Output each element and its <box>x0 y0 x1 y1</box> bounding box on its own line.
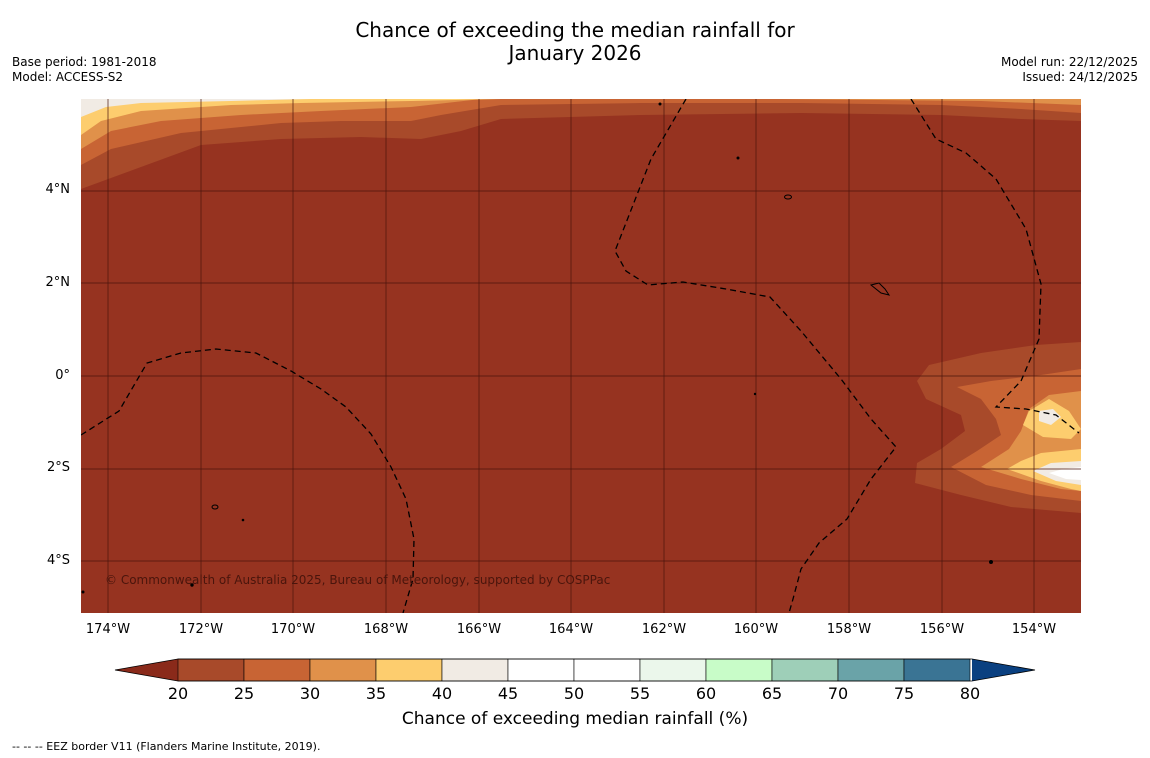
colorbar-tick: 80 <box>959 684 981 703</box>
base-period: Base period: 1981-2018 <box>12 55 157 69</box>
colorbar-outline <box>114 658 1036 682</box>
contour-band-25-30-north <box>81 99 1081 165</box>
lat-tick-4n: 4°N <box>45 182 71 197</box>
colorbar-cell-c55_60 <box>639 658 707 682</box>
island <box>658 102 662 106</box>
colorbar-extend-low <box>115 659 178 681</box>
contour-band-35-40-north <box>81 99 501 135</box>
colorbar-tick: 60 <box>695 684 717 703</box>
lon-tick-170w: 170°W <box>270 622 316 637</box>
colorbar-cell-c60_65 <box>705 658 773 682</box>
island <box>211 504 219 510</box>
colorbar-cell-c25_30 <box>243 658 311 682</box>
lon-tick-160w: 160°W <box>733 622 779 637</box>
colorbar-cell-c75_80 <box>903 658 971 682</box>
lon-tick-162w: 162°W <box>641 622 687 637</box>
colorbar-tick: 55 <box>629 684 651 703</box>
colorbar-tick: 75 <box>893 684 915 703</box>
colorbar-tick: 45 <box>497 684 519 703</box>
chart-title-line1: Chance of exceeding the median rainfall … <box>355 18 795 42</box>
island <box>784 194 792 200</box>
island <box>753 392 757 396</box>
issued-date: Issued: 24/12/2025 <box>1022 70 1138 84</box>
colorbar-tick: 20 <box>167 684 189 703</box>
eez-footnote: -- -- -- EEZ border V11 (Flanders Marine… <box>12 740 321 753</box>
colorbar-cell-c30_35 <box>309 658 377 682</box>
colorbar-tick: 65 <box>761 684 783 703</box>
map-gridlines <box>81 99 1081 613</box>
lon-tick-156w: 156°W <box>919 622 965 637</box>
rainfall-map: © Commonwealth of Australia 2025, Bureau… <box>81 99 1081 613</box>
eez-border-west <box>81 348 415 613</box>
island <box>81 590 85 594</box>
colorbar <box>114 658 1036 682</box>
eez-borders <box>81 99 1080 613</box>
colorbar-tick: 50 <box>563 684 585 703</box>
lat-tick-2n: 2°N <box>45 275 71 290</box>
eez-border-east <box>910 99 1080 434</box>
colorbar-tick: 25 <box>233 684 255 703</box>
colorbar-cell-c50_55 <box>573 658 641 682</box>
colorbar-tick: 35 <box>365 684 387 703</box>
island <box>869 282 891 296</box>
copyright-text: © Commonwealth of Australia 2025, Bureau… <box>105 573 610 587</box>
colorbar-tick: 30 <box>299 684 321 703</box>
colorbar-tick: 40 <box>431 684 453 703</box>
meta-left: Base period: 1981-2018 Model: ACCESS-S2 <box>12 55 157 85</box>
island <box>989 560 993 564</box>
colorbar-cell-c40_45 <box>441 658 509 682</box>
contour-band-40-45-north <box>81 99 311 117</box>
colorbar-cell-c70_75 <box>837 658 905 682</box>
islands <box>81 102 993 594</box>
contour-band-20-25-north <box>81 99 1081 189</box>
model-name: Model: ACCESS-S2 <box>12 70 124 84</box>
meta-right: Model run: 22/12/2025 Issued: 24/12/2025 <box>1001 55 1138 85</box>
colorbar-tick: 70 <box>827 684 849 703</box>
lon-tick-166w: 166°W <box>456 622 502 637</box>
lat-tick-2s: 2°S <box>46 460 70 475</box>
island <box>190 583 194 587</box>
lon-tick-172w: 172°W <box>178 622 224 637</box>
lon-tick-174w: 174°W <box>85 622 131 637</box>
colorbar-extend-high <box>972 659 1035 681</box>
lat-tick-0: 0° <box>55 368 70 383</box>
colorbar-cell-c35_40 <box>375 658 443 682</box>
lon-tick-154w: 154°W <box>1011 622 1057 637</box>
colorbar-cell-c65_70 <box>771 658 839 682</box>
model-run: Model run: 22/12/2025 <box>1000 55 1138 69</box>
colorbar-cell-c20_25 <box>177 658 245 682</box>
colorbar-cell-c45_50 <box>507 658 575 682</box>
chart-title-line2: January 2026 <box>508 41 642 65</box>
colorbar-cells <box>177 658 971 682</box>
lon-tick-164w: 164°W <box>548 622 594 637</box>
lon-tick-158w: 158°W <box>826 622 872 637</box>
island <box>241 518 245 522</box>
contour-band-45-50-east <box>1049 467 1081 480</box>
lat-tick-4s: 4°S <box>46 553 70 568</box>
lon-tick-168w: 168°W <box>363 622 409 637</box>
map-background <box>81 99 1081 613</box>
island <box>736 156 740 160</box>
colorbar-label: Chance of exceeding median rainfall (%) <box>401 709 749 729</box>
